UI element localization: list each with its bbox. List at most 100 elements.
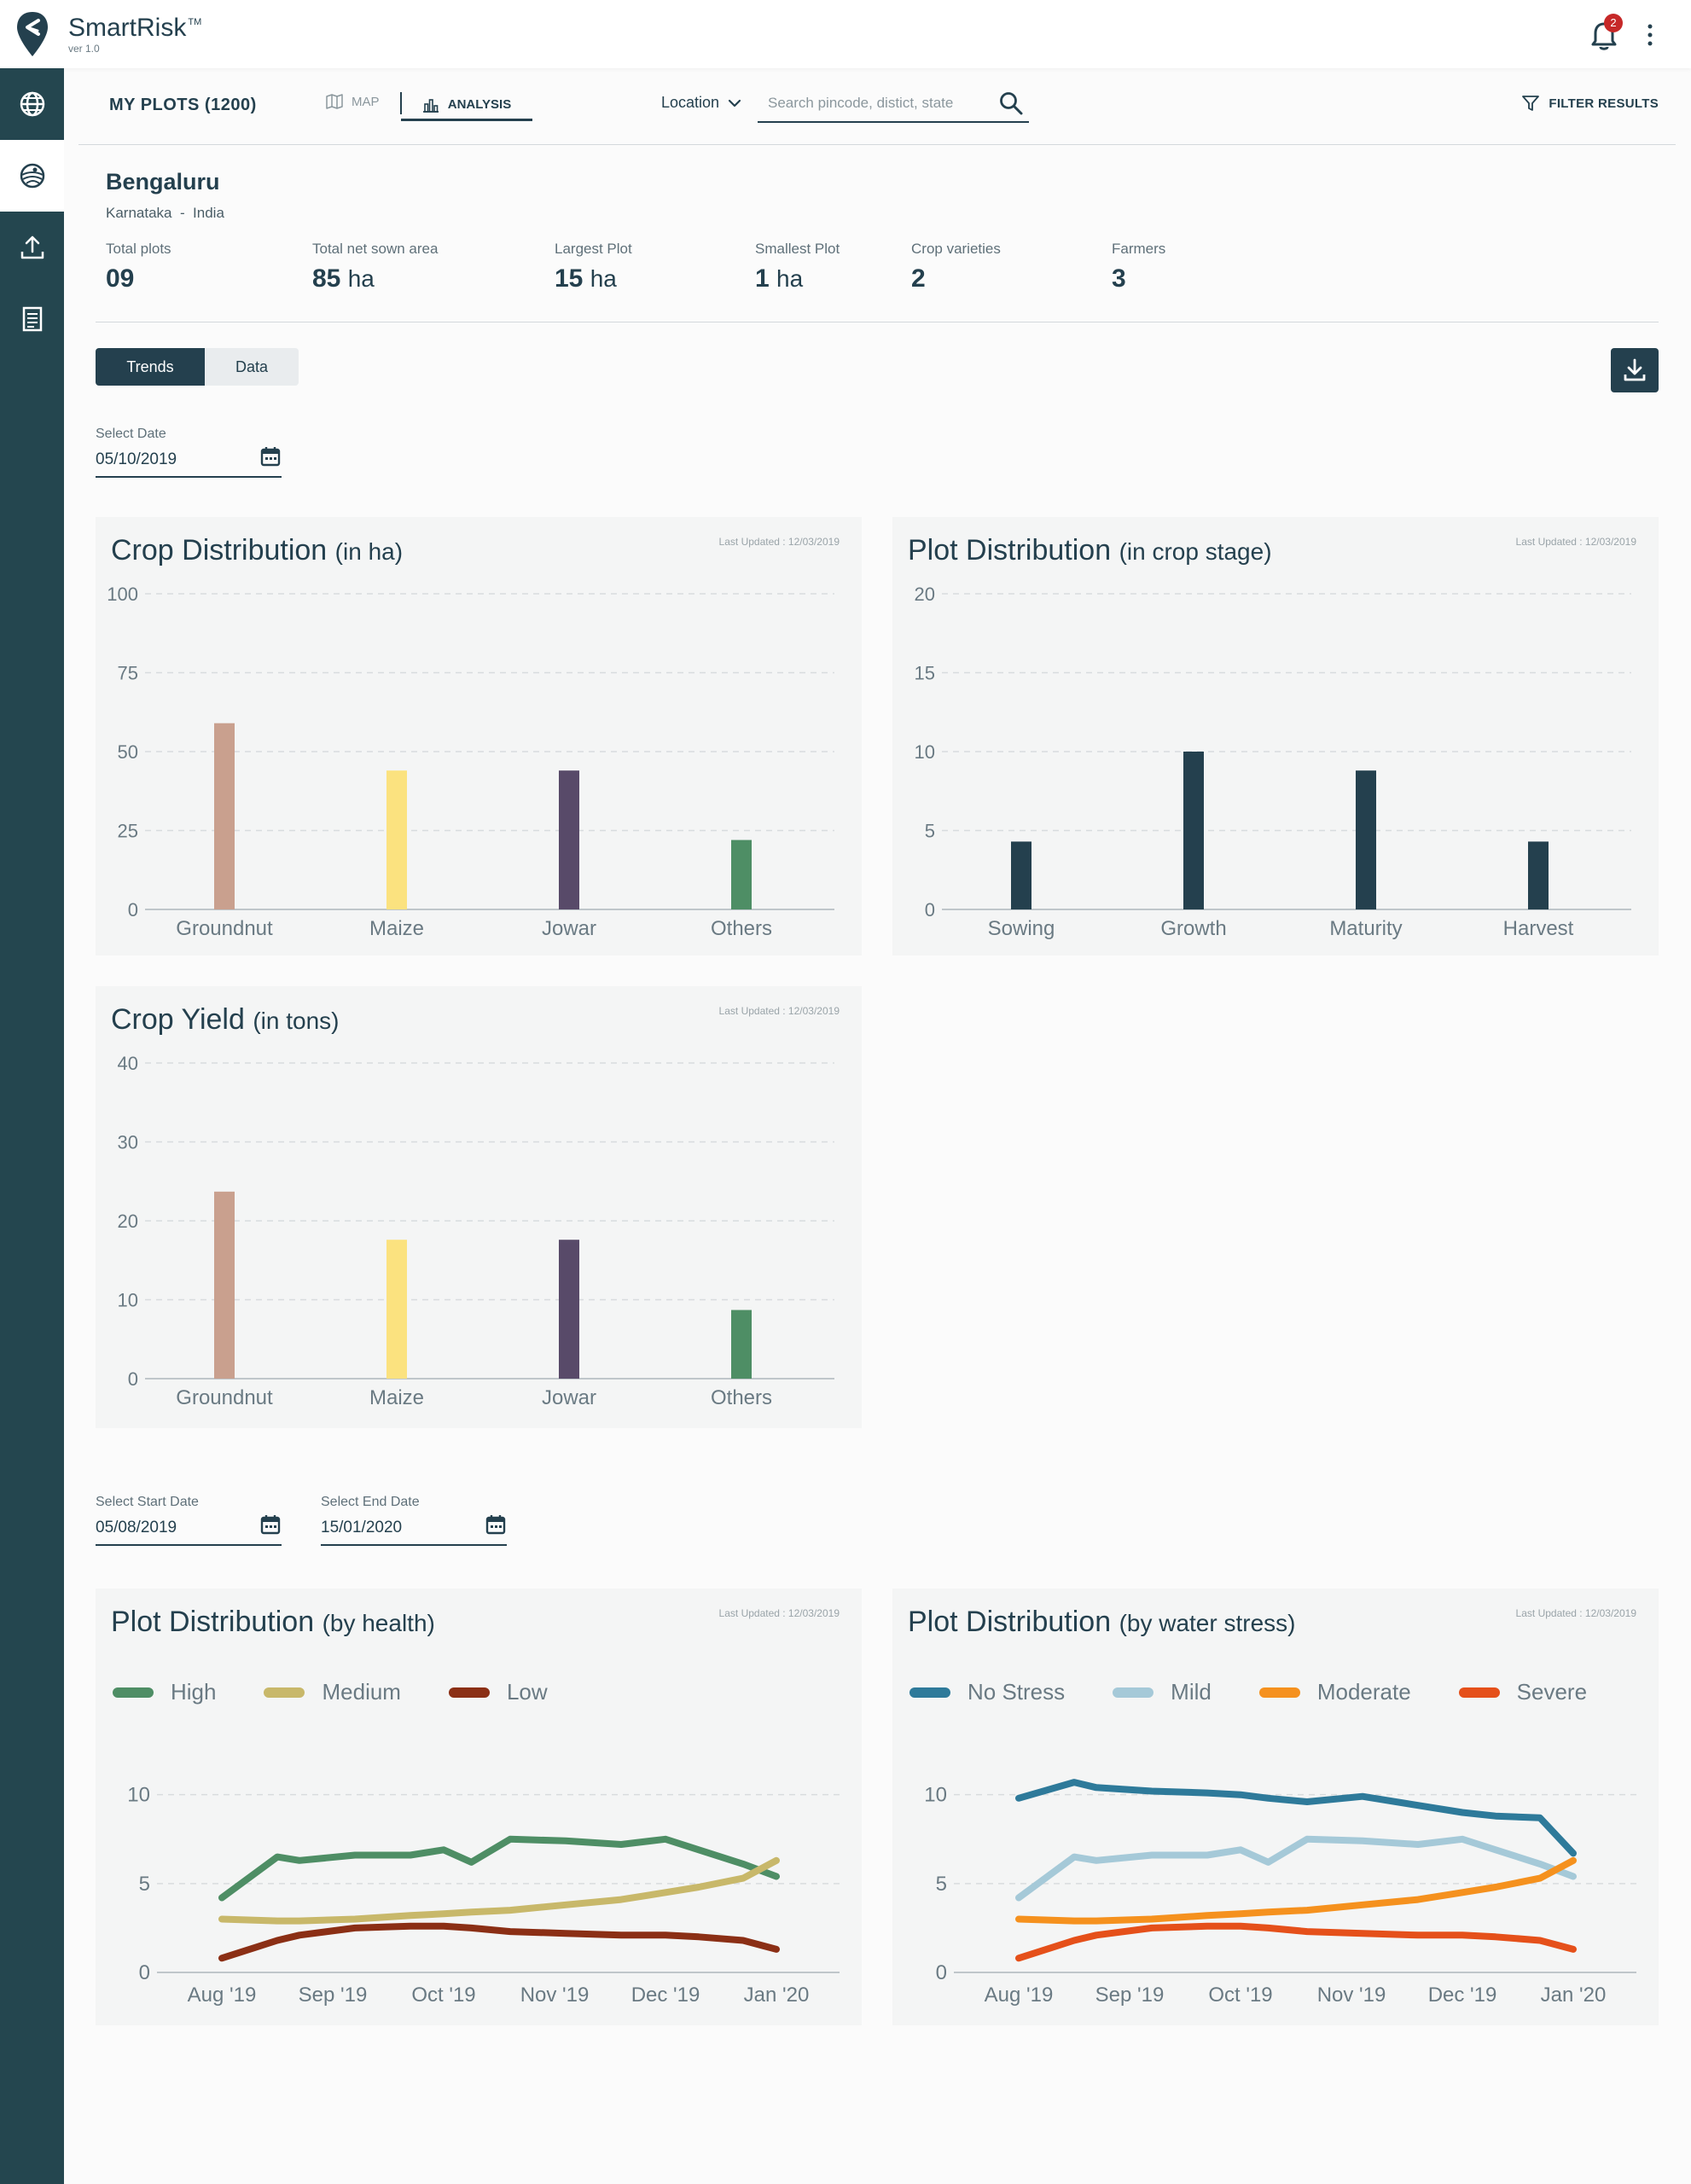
legend-swatch-severe xyxy=(1458,1687,1500,1698)
stat-smallest-plot: Smallest Plot 1 ha xyxy=(755,241,840,293)
bar xyxy=(1356,770,1376,909)
toolbar: MY PLOTS (1200) MAP ANALYSIS Location xyxy=(78,75,1676,145)
filter-results-label: FILTER RESULTS xyxy=(1549,96,1659,111)
legend-swatch-moderate xyxy=(1258,1687,1300,1698)
card-title-suffix: (by water stress) xyxy=(1119,1610,1296,1636)
x-tick-label: Aug '19 xyxy=(985,1984,1054,2007)
stat-label: Farmers xyxy=(1112,241,1166,257)
x-tick-label: Groundnut xyxy=(176,917,273,940)
x-tick-label: Maize xyxy=(369,917,424,940)
last-updated: Last Updated : 12/03/2019 xyxy=(1515,1607,1636,1619)
tab-analysis[interactable]: ANALYSIS xyxy=(401,90,532,121)
bar xyxy=(731,1310,752,1379)
card-title: Plot Distribution (by water stress) xyxy=(908,1606,1296,1639)
sidebar-item-globe[interactable] xyxy=(0,68,64,140)
x-tick-label: Sowing xyxy=(988,917,1055,940)
globe-icon xyxy=(20,91,44,117)
start-date-field[interactable]: Select Start Date 05/08/2019 xyxy=(96,1495,282,1546)
plot-stage-chart: 0 5 10 15 20 Sowing Growth Maturity Harvest xyxy=(915,584,1631,940)
legend-item-medium[interactable]: Medium xyxy=(264,1679,401,1705)
card-title-suffix: (in tons) xyxy=(253,1008,340,1034)
x-tick-label: Jan '20 xyxy=(744,1984,810,2007)
bar xyxy=(1183,752,1204,909)
calendar-icon[interactable] xyxy=(259,445,282,468)
last-updated: Last Updated : 12/03/2019 xyxy=(1515,536,1636,548)
trends-toggle[interactable]: Trends xyxy=(96,348,205,386)
select-date-value: 05/10/2019 xyxy=(96,450,177,468)
x-tick-label: Harvest xyxy=(1503,917,1574,940)
sidebar-item-reports[interactable] xyxy=(0,283,64,355)
stat-total-sown-area: Total net sown area 85 ha xyxy=(312,241,438,293)
search-box xyxy=(758,85,1029,123)
y-tick-label: 10 xyxy=(118,1290,138,1311)
x-tick-label: Dec '19 xyxy=(1428,1984,1497,2007)
stat-largest-plot: Largest Plot 15 ha xyxy=(555,241,632,293)
x-tick-label: Sep '19 xyxy=(1095,1984,1165,2007)
select-date-field[interactable]: Select Date 05/10/2019 xyxy=(96,427,282,478)
legend-item-severe[interactable]: Severe xyxy=(1458,1679,1588,1705)
tab-divider xyxy=(400,92,402,114)
x-tick-label: Sep '19 xyxy=(299,1984,368,2007)
bar xyxy=(559,770,579,909)
document-icon xyxy=(22,306,42,332)
data-toggle[interactable]: Data xyxy=(205,348,299,386)
filter-results-button[interactable]: FILTER RESULTS xyxy=(1521,94,1659,113)
water-stress-chart: 0 5 10 Aug '19 Sep '19 Oct '19 Nov '19 Dec '19 J… xyxy=(924,1779,1636,2007)
select-date-label: Select Date xyxy=(96,427,166,441)
stat-label: Crop varieties xyxy=(911,241,1001,257)
legend-item-high[interactable]: High xyxy=(113,1679,216,1705)
legend-item-low[interactable]: Low xyxy=(448,1679,548,1705)
search-input[interactable] xyxy=(768,90,990,116)
my-plots-title[interactable]: MY PLOTS (1200) xyxy=(109,96,257,114)
stat-number: 85 xyxy=(312,264,341,293)
x-tick-label: Others xyxy=(711,917,772,940)
bar xyxy=(1011,841,1031,909)
y-tick-label: 5 xyxy=(936,1873,947,1896)
calendar-icon[interactable] xyxy=(485,1513,507,1536)
upload-icon xyxy=(20,235,44,259)
brand-name[interactable]: SmartRisk TM xyxy=(68,14,201,43)
bar xyxy=(214,723,235,909)
legend-item-moderate[interactable]: Moderate xyxy=(1258,1679,1411,1705)
card-title-suffix: (in crop stage) xyxy=(1119,538,1272,565)
bar xyxy=(386,1240,407,1379)
sidebar-item-upload[interactable] xyxy=(0,212,64,283)
legend-label: Severe xyxy=(1516,1679,1588,1705)
x-tick-label: Aug '19 xyxy=(188,1984,257,2007)
legend-swatch-no-stress xyxy=(909,1687,950,1698)
legend-item-mild[interactable]: Mild xyxy=(1113,1679,1212,1705)
stat-value: 3 xyxy=(1112,264,1165,293)
bar-chart-icon xyxy=(422,98,439,113)
card-title-main: Plot Distribution xyxy=(111,1606,315,1638)
sidebar xyxy=(0,68,64,2184)
location-dropdown[interactable]: Location xyxy=(661,94,741,112)
health-distribution-chart: 0 5 10 Aug '19 Sep '19 Oct '19 Nov '19 Dec '19 J… xyxy=(127,1784,840,2007)
x-tick-label: Nov '19 xyxy=(520,1984,590,2007)
end-date-value: 15/01/2020 xyxy=(321,1519,403,1536)
end-date-field[interactable]: Select End Date 15/01/2020 xyxy=(321,1495,507,1546)
stat-farmers: Farmers 3 xyxy=(1112,241,1165,293)
x-tick-label: Dec '19 xyxy=(631,1984,700,2007)
sidebar-item-analysis[interactable] xyxy=(0,140,64,212)
location-label: Location xyxy=(661,94,720,111)
legend-label: Mild xyxy=(1171,1679,1212,1705)
more-menu-icon[interactable] xyxy=(1642,20,1659,49)
card-title: Plot Distribution (by health) xyxy=(111,1606,435,1639)
crop-distribution-card: Crop Distribution (in ha) Last Updated :… xyxy=(96,517,862,956)
legend-item-no-stress[interactable]: No Stress xyxy=(909,1679,1065,1705)
x-tick-label: Oct '19 xyxy=(1208,1984,1272,2007)
stat-unit: ha xyxy=(347,265,375,292)
y-tick-label: 100 xyxy=(107,584,138,605)
tab-map[interactable]: MAP xyxy=(326,94,380,109)
stat-label: Total plots xyxy=(106,241,171,257)
legend-label: High xyxy=(171,1679,217,1705)
stat-number: 3 xyxy=(1112,264,1126,293)
tab-analysis-label: ANALYSIS xyxy=(447,97,512,112)
series-line-low xyxy=(218,1922,780,1962)
last-updated: Last Updated : 12/03/2019 xyxy=(718,1005,840,1017)
calendar-icon[interactable] xyxy=(259,1513,282,1536)
y-tick-label: 5 xyxy=(139,1873,150,1896)
legend-swatch-mild xyxy=(1113,1687,1154,1698)
search-icon[interactable] xyxy=(998,90,1024,116)
download-button[interactable] xyxy=(1611,348,1659,392)
